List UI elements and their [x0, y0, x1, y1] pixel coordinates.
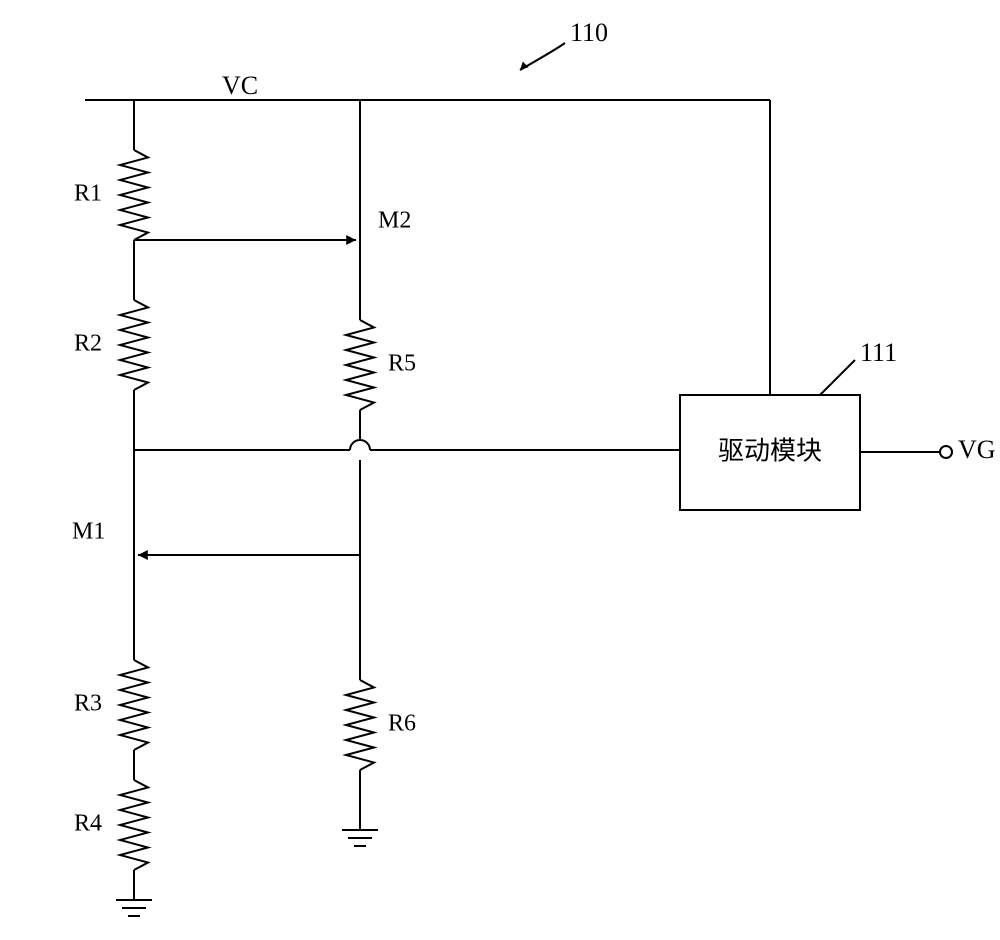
ref-label: 111 — [860, 338, 897, 367]
ref-label: 110 — [570, 18, 608, 47]
schematic-wire — [138, 550, 148, 560]
schematic-wire — [350, 440, 370, 450]
resistor-label: R1 — [74, 181, 102, 207]
schematic-wire — [120, 660, 148, 750]
schematic-wire — [120, 150, 148, 240]
transistor-label: M1 — [72, 519, 105, 545]
resistor-label: R3 — [74, 691, 102, 717]
resistor-label: R4 — [74, 811, 102, 837]
output-label-vg: VG — [958, 435, 996, 464]
schematic-wire — [346, 320, 374, 410]
schematic-wire — [120, 780, 148, 870]
module-label: 驱动模块 — [718, 435, 822, 465]
transistor-label: M2 — [378, 208, 411, 234]
terminal-node — [940, 446, 952, 458]
schematic-wire — [120, 300, 148, 390]
schematic-wire — [820, 360, 855, 395]
resistor-label: R6 — [388, 711, 416, 737]
schematic-wire — [346, 680, 374, 770]
rail-label-vc: VC — [222, 71, 258, 100]
resistor-label: R2 — [74, 331, 102, 357]
resistor-label: R5 — [388, 351, 416, 377]
schematic-wire — [346, 235, 356, 245]
